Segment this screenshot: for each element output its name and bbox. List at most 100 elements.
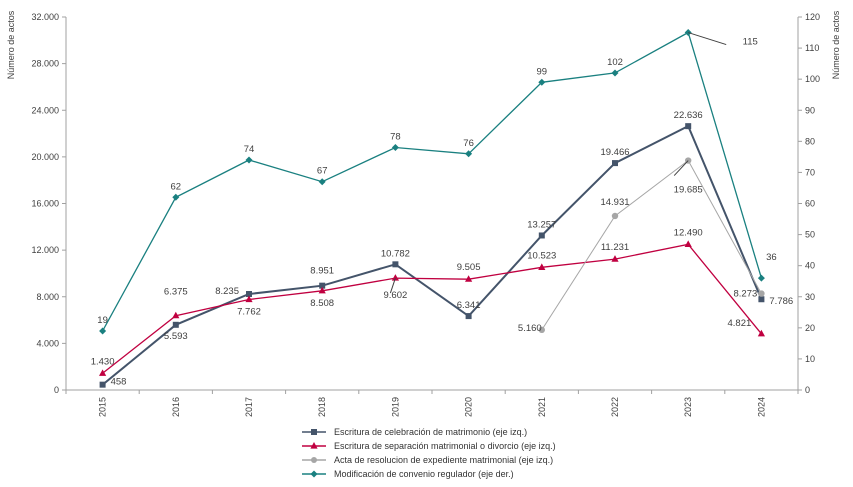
label-leader-line <box>688 32 727 46</box>
data-label: 9.505 <box>457 262 481 273</box>
data-label: 11.231 <box>601 242 629 253</box>
data-label: 74 <box>244 144 255 155</box>
marker-square <box>538 232 545 239</box>
marker-square <box>246 291 252 298</box>
data-label: 36 <box>766 252 777 263</box>
y-right-tick-label: 100 <box>805 74 820 84</box>
data-label: 8.508 <box>310 298 334 309</box>
y-right-tick-label: 50 <box>805 230 815 240</box>
data-label: 6.375 <box>164 287 188 298</box>
data-label: 102 <box>607 57 623 68</box>
legend-entry-label: Escritura de celebración de matrimonio (… <box>334 427 527 437</box>
marker-triangle <box>99 369 107 376</box>
x-tick-label: 2022 <box>610 397 620 417</box>
legend-entry-label: Modificación de convenio regulador (eje … <box>334 469 514 479</box>
data-labels: 458 5.593 8.235 8.951 10.782 6.341 13.257 19.46… <box>91 32 793 388</box>
data-label: 1.430 <box>91 356 115 367</box>
data-label: 67 <box>317 166 328 177</box>
y-left-tick-label: 8.000 <box>36 292 59 302</box>
y-right-tick-label: 80 <box>805 136 815 146</box>
x-tick-label: 2018 <box>317 397 327 417</box>
data-label: 7.762 <box>237 307 261 318</box>
data-label: 19.466 <box>600 147 629 158</box>
marker-square <box>612 160 618 167</box>
y-right-tick-label: 120 <box>805 12 820 22</box>
data-label: 19 <box>97 315 108 326</box>
data-label: 9.602 <box>384 290 408 301</box>
marker-square <box>685 123 692 130</box>
y-right-tick-label: 90 <box>805 105 815 115</box>
data-label: 6.341 <box>457 300 481 311</box>
legend: Escritura de celebración de matrimonio (… <box>302 427 556 479</box>
y-left-tick-label: 32.000 <box>31 12 59 22</box>
y-left-tick-label: 24.000 <box>31 105 59 115</box>
legend-entry-label: Escritura de separación matrimonial o di… <box>334 441 556 451</box>
y-left-tick-label: 16.000 <box>31 199 59 209</box>
y-axis-left-title: Número de actos <box>6 10 16 79</box>
data-label: 4.821 <box>728 318 752 329</box>
series-lines <box>101 31 763 386</box>
y-right-tick-label: 20 <box>805 323 815 333</box>
marker-square <box>99 381 106 388</box>
series-line-3 <box>541 159 762 331</box>
x-tick-label: 2021 <box>537 397 547 417</box>
data-label: 76 <box>463 138 474 149</box>
marker-triangle <box>684 240 692 248</box>
marker-triangle <box>172 311 180 319</box>
data-label: 8.273 <box>734 289 758 300</box>
marker-square <box>319 282 326 289</box>
y-right-tick-label: 10 <box>805 354 815 364</box>
data-label: 62 <box>171 181 182 192</box>
series-line-2 <box>102 243 762 374</box>
marker-triangle <box>757 329 765 337</box>
data-label: 10.782 <box>381 248 410 259</box>
axes: 0 4.000 8.000 12.000 16.000 20.000 24.000 28.00… <box>31 12 820 417</box>
marker-diamond <box>611 69 619 77</box>
marker-diamond <box>465 150 473 158</box>
data-label: 22.636 <box>674 110 703 121</box>
marker-diamond <box>245 156 253 164</box>
data-label: 7.786 <box>769 296 793 307</box>
y-left-tick-label: 4.000 <box>36 338 59 348</box>
x-tick-label: 2020 <box>464 397 474 417</box>
series-line-4 <box>102 31 763 332</box>
x-tick-label: 2017 <box>244 397 254 417</box>
marker-diamond <box>99 327 107 335</box>
data-label: 458 <box>111 377 127 388</box>
data-label: 10.523 <box>527 250 556 261</box>
x-tick-label: 2024 <box>756 397 766 417</box>
y-left-tick-label: 28.000 <box>31 59 59 69</box>
data-label: 115 <box>743 37 758 48</box>
marker-diamond <box>538 78 546 86</box>
data-label: 5.593 <box>164 331 188 342</box>
legend-marker-triangle <box>310 442 318 449</box>
series-line-1 <box>101 124 763 386</box>
marker-square <box>392 261 399 268</box>
y-left-tick-label: 12.000 <box>31 245 59 255</box>
y-right-tick-label: 60 <box>805 199 815 209</box>
marker-square <box>465 313 472 320</box>
data-label: 5.160 <box>518 323 542 334</box>
marker-diamond <box>172 193 180 201</box>
y-right-tick-label: 40 <box>805 261 815 271</box>
marker-square <box>758 296 765 303</box>
marker-triangle <box>611 255 619 262</box>
y-right-tick-label: 70 <box>805 167 815 177</box>
data-label: 13.257 <box>527 219 556 230</box>
label-leader-line <box>389 277 396 294</box>
marker-square <box>172 321 179 328</box>
marker-triangle <box>318 286 326 294</box>
legend-marker-circle <box>311 457 317 463</box>
marker-triangle <box>465 275 473 282</box>
marker-triangle <box>245 295 253 303</box>
y-left-tick-label: 20.000 <box>31 152 59 162</box>
y-right-tick-label: 30 <box>805 292 815 302</box>
marker-triangle <box>538 263 546 270</box>
data-label: 8.235 <box>215 286 239 297</box>
marker-circle <box>538 326 545 334</box>
legend-entry-label: Acta de resolucion de expediente matrimo… <box>334 455 553 465</box>
data-label: 19.685 <box>674 185 703 196</box>
y-axis-right-title: Número de actos <box>831 10 841 79</box>
x-tick-label: 2023 <box>683 397 693 417</box>
